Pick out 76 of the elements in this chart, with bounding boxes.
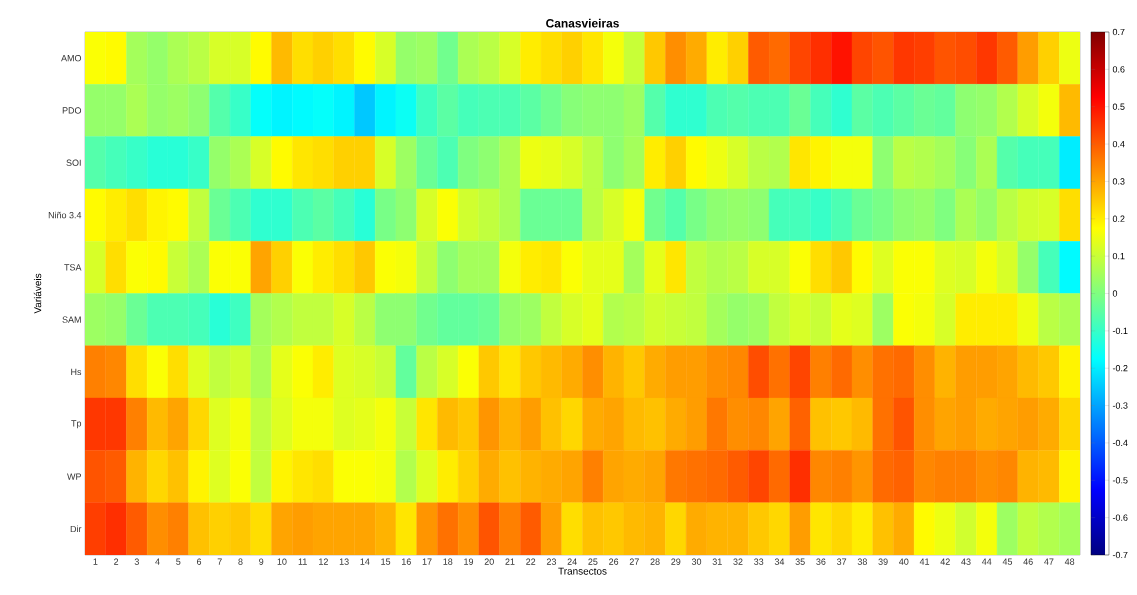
color-bar-label: 0.3 xyxy=(1112,178,1125,185)
x-tick-label: 19 xyxy=(464,558,474,565)
color-bar-label: 0.4 xyxy=(1112,140,1125,148)
x-tick-label: 47 xyxy=(1044,558,1054,565)
color-bar-label: -0.6 xyxy=(1112,514,1128,521)
color-bar-label: 0.6 xyxy=(1112,66,1125,73)
x-tick-label: 20 xyxy=(484,558,494,565)
x-tick-label: 38 xyxy=(857,558,867,565)
x-tick-label: 8 xyxy=(238,558,243,565)
x-tick-label: 26 xyxy=(609,558,619,565)
x-tick-label: 16 xyxy=(402,558,411,565)
x-tick-label: 31 xyxy=(712,558,722,565)
x-tick-label: 27 xyxy=(629,558,639,565)
x-tick-label: 46 xyxy=(1023,558,1033,565)
x-tick-label: 34 xyxy=(774,558,785,565)
y-tick-label: AMO xyxy=(61,54,82,62)
color-bar-label: 0.7 xyxy=(1112,28,1125,36)
color-bar-label: -0.2 xyxy=(1112,365,1128,372)
x-tick-label: 13 xyxy=(339,558,349,565)
x-axis-title: Transectos xyxy=(558,567,607,575)
x-tick-label: 29 xyxy=(671,558,681,565)
color-bar-label: -0.5 xyxy=(1112,477,1128,484)
x-tick-label: 7 xyxy=(217,558,222,565)
y-tick-label: SOI xyxy=(66,159,81,166)
x-tick-label: 14 xyxy=(360,558,370,565)
x-tick-label: 18 xyxy=(443,558,453,565)
x-tick-label: 41 xyxy=(919,558,930,565)
y-tick-label: Tp xyxy=(71,420,82,429)
x-tick-label: 39 xyxy=(878,558,888,565)
y-tick-label: WP xyxy=(67,473,82,480)
x-tick-label: 48 xyxy=(1064,558,1075,565)
x-tick-label: 36 xyxy=(816,558,826,565)
y-tick-label: Niño 3.4 xyxy=(48,211,82,219)
x-tick-label: 11 xyxy=(298,558,307,565)
x-tick-label: 44 xyxy=(981,558,992,565)
x-tick-label: 17 xyxy=(422,558,432,565)
y-tick-label: Hs xyxy=(71,368,82,376)
x-tick-label: 30 xyxy=(691,558,702,565)
x-tick-label: 9 xyxy=(259,558,264,565)
x-tick-label: 6 xyxy=(196,558,202,565)
x-tick-label: 32 xyxy=(733,558,743,565)
y-tick-label: SAM xyxy=(62,316,81,323)
x-tick-label: 35 xyxy=(795,558,805,565)
x-tick-label: 1 xyxy=(93,558,98,565)
x-tick-label: 33 xyxy=(754,558,764,565)
x-tick-label: 37 xyxy=(836,558,847,565)
color-bar-label: 0.1 xyxy=(1112,252,1125,260)
x-tick-label: 12 xyxy=(319,558,328,565)
x-tick-label: 2 xyxy=(114,558,119,565)
x-tick-label: 15 xyxy=(381,558,391,565)
x-tick-label: 24 xyxy=(567,558,577,565)
y-tick-label: PDO xyxy=(62,107,82,114)
x-tick-label: 3 xyxy=(134,558,139,565)
y-tick-label: Dir xyxy=(70,525,82,533)
x-tick-label: 25 xyxy=(588,558,598,565)
x-tick-label: 45 xyxy=(1002,558,1013,565)
color-bar-label: 0.5 xyxy=(1112,103,1125,110)
x-tick-label: 23 xyxy=(546,558,557,565)
x-tick-label: 22 xyxy=(526,558,536,565)
color-bar-label: -0.7 xyxy=(1112,551,1128,559)
color-bar-label: 0 xyxy=(1112,290,1118,297)
chart-title: Canasvieiras xyxy=(546,18,619,28)
x-tick-label: 40 xyxy=(899,558,909,565)
x-tick-label: 10 xyxy=(277,558,287,565)
y-axis-title: Variáveis xyxy=(33,273,42,314)
x-tick-label: 43 xyxy=(961,558,971,565)
x-tick-label: 5 xyxy=(176,558,181,565)
x-tick-label: 42 xyxy=(940,558,950,565)
color-bar-label: -0.3 xyxy=(1112,402,1128,409)
x-tick-label: 28 xyxy=(650,558,660,565)
x-tick-label: 21 xyxy=(505,558,515,565)
x-tick-label: 4 xyxy=(155,558,160,565)
color-bar-label: 0.2 xyxy=(1112,215,1125,222)
color-bar-label: -0.4 xyxy=(1112,439,1128,447)
color-bar-label: -0.1 xyxy=(1112,327,1128,335)
y-tick-label: TSA xyxy=(64,264,82,271)
